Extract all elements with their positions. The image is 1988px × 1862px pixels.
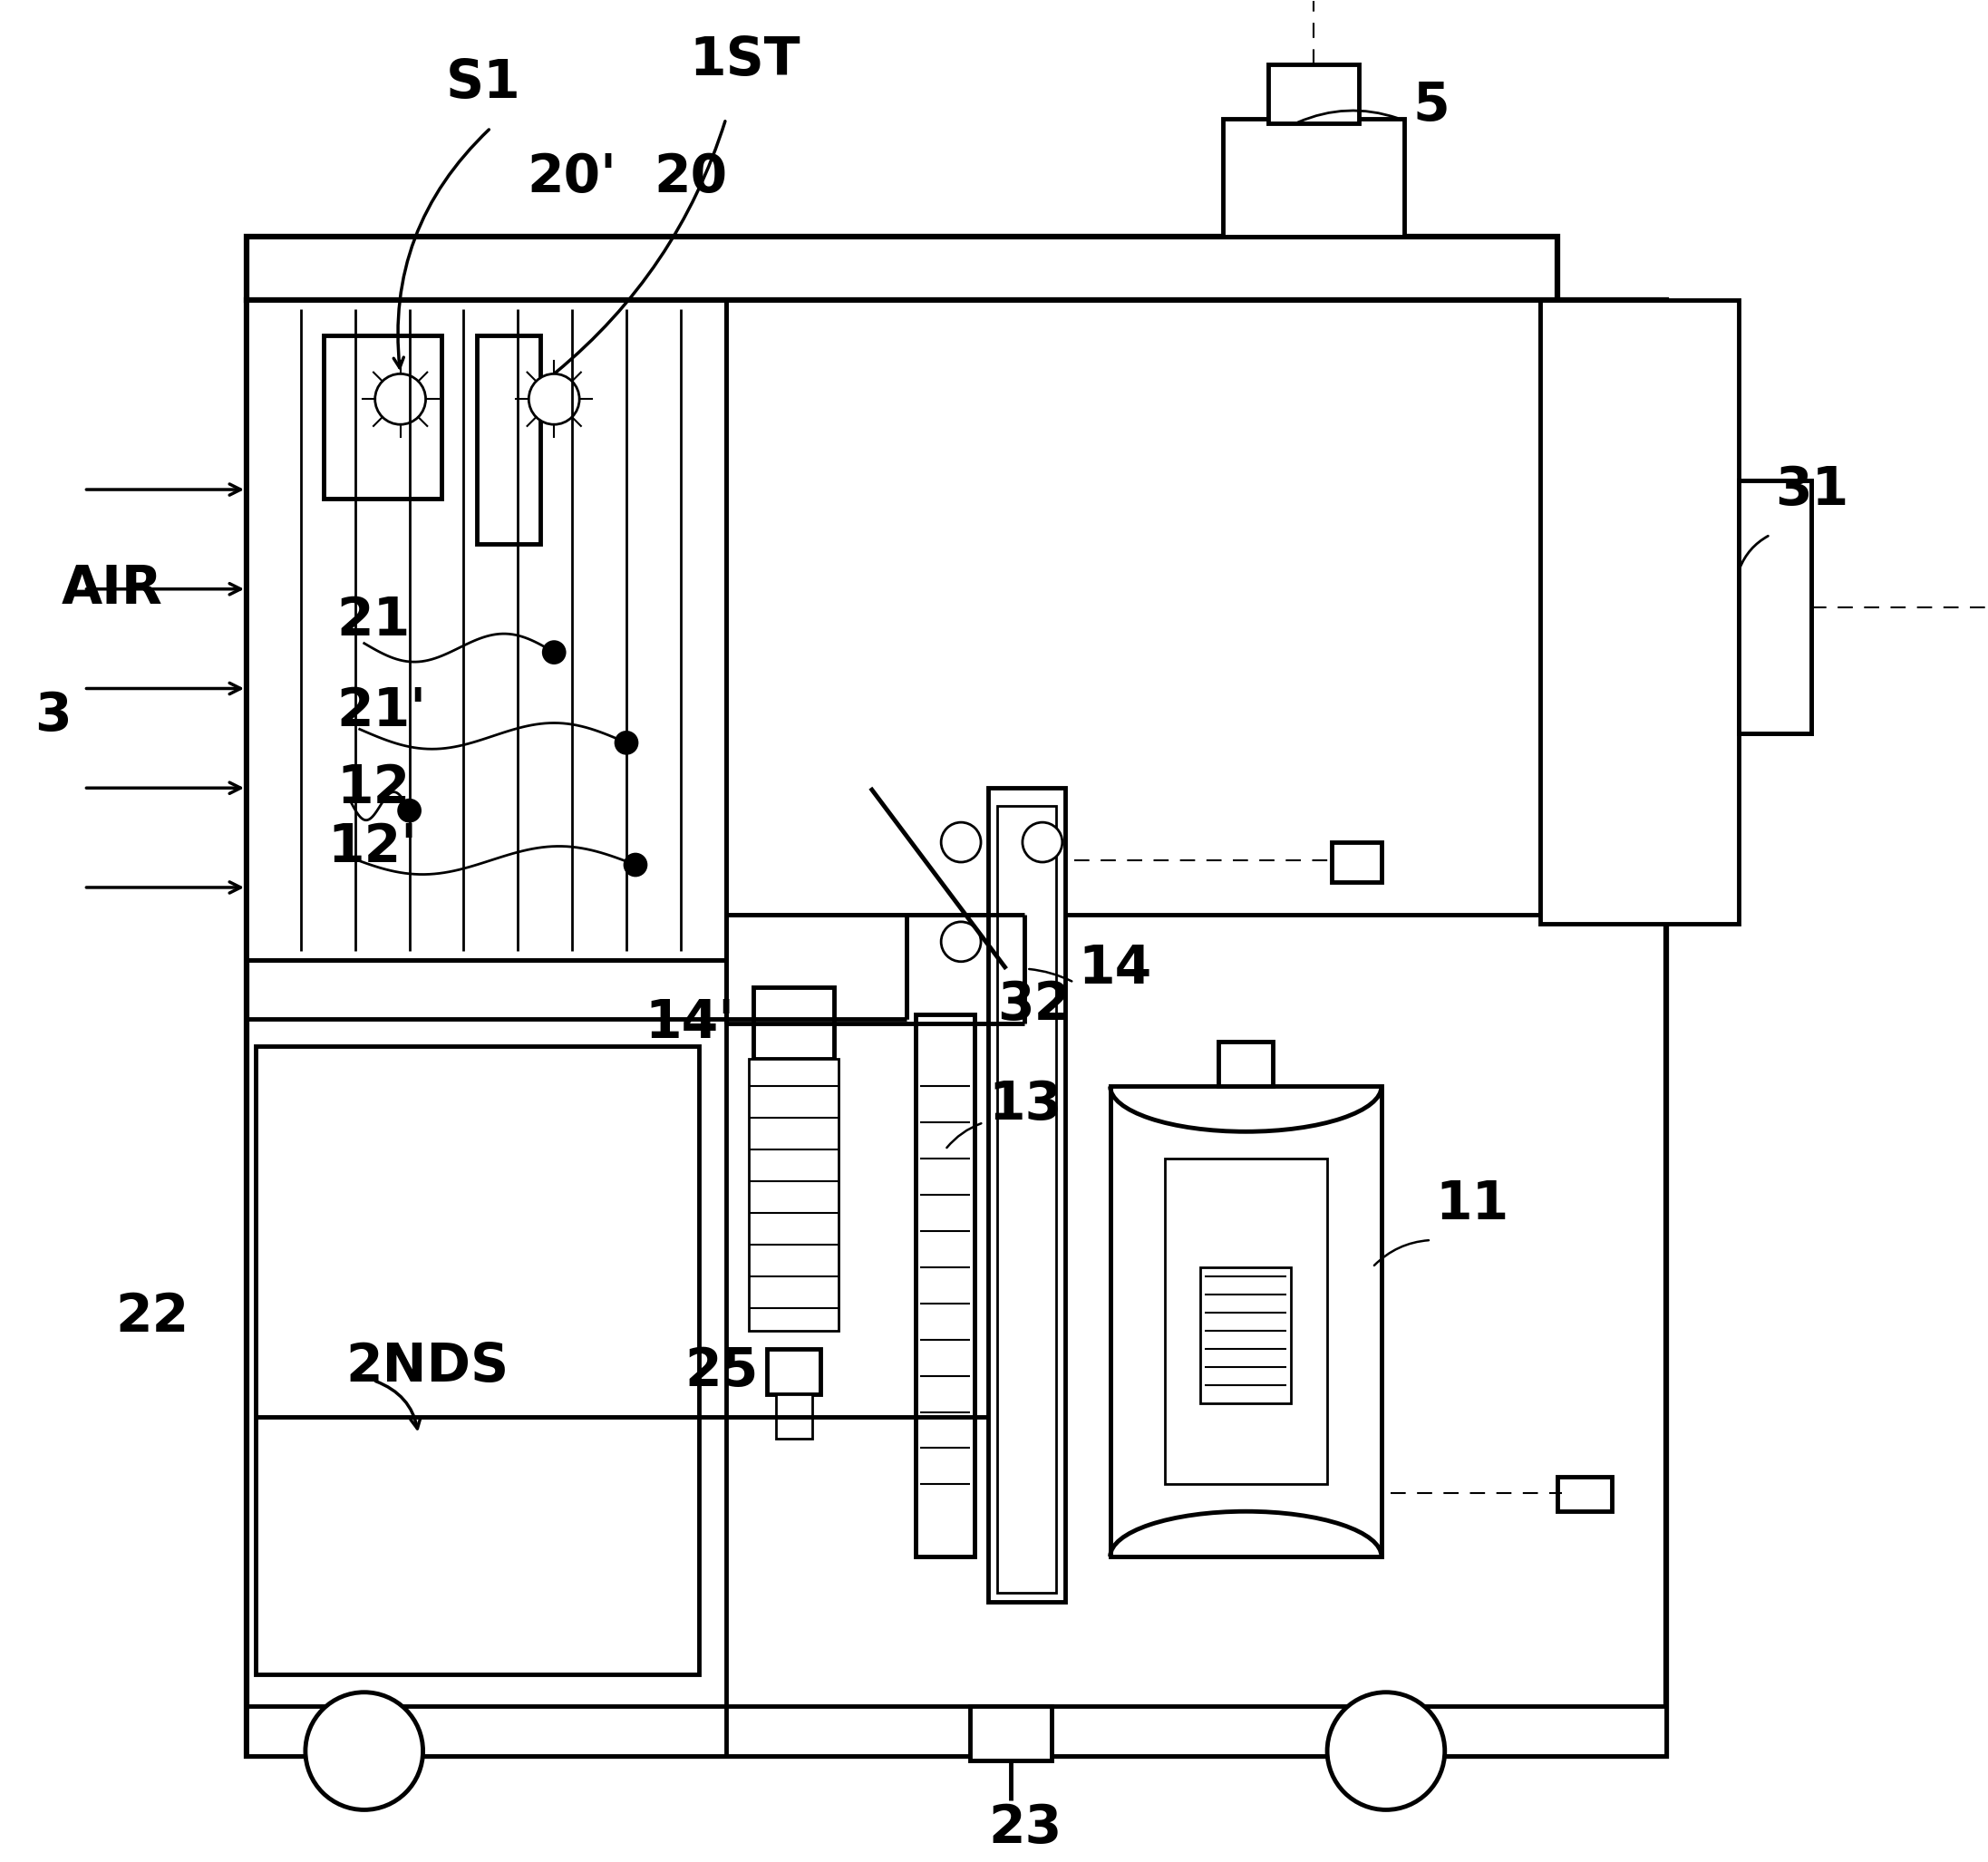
Text: 1ST: 1ST (690, 34, 801, 86)
Text: S1: S1 (445, 58, 521, 108)
Text: AIR: AIR (62, 562, 163, 614)
Bar (726, 300, 1541, 914)
Text: 11: 11 (1435, 1179, 1509, 1229)
Circle shape (529, 374, 579, 425)
Circle shape (940, 823, 980, 862)
Text: 23: 23 (988, 1802, 1062, 1855)
Bar (247, 236, 1559, 300)
Bar (749, 1059, 839, 1331)
Bar (1109, 1086, 1382, 1557)
Circle shape (543, 642, 565, 663)
Bar (1201, 1268, 1290, 1402)
Text: 2NDS: 2NDS (346, 1341, 509, 1393)
Text: 5: 5 (1413, 80, 1449, 130)
Bar (247, 1706, 1666, 1756)
Text: 12': 12' (328, 821, 417, 873)
Bar (767, 1348, 821, 1395)
Bar (1223, 119, 1404, 236)
Bar (1541, 300, 1740, 924)
Circle shape (1328, 1693, 1445, 1810)
Bar (324, 335, 441, 499)
Bar (970, 1706, 1052, 1760)
Circle shape (306, 1693, 423, 1810)
Bar (247, 300, 1666, 1756)
Bar (1332, 842, 1382, 883)
Text: 13: 13 (988, 1078, 1062, 1130)
Text: 20: 20 (654, 153, 728, 203)
Bar (1740, 480, 1811, 734)
Circle shape (616, 732, 638, 754)
Circle shape (376, 374, 425, 425)
Text: 25: 25 (686, 1346, 759, 1396)
Text: 21': 21' (338, 685, 427, 737)
Text: 14: 14 (1079, 942, 1153, 994)
Circle shape (940, 922, 980, 961)
Bar (1268, 65, 1360, 123)
Bar (998, 806, 1056, 1592)
Circle shape (1022, 823, 1062, 862)
Text: 32: 32 (998, 979, 1072, 1032)
Bar (256, 1046, 698, 1674)
Text: 20': 20' (527, 153, 616, 203)
Circle shape (398, 801, 419, 821)
Bar (916, 1015, 974, 1557)
Text: 21: 21 (338, 594, 412, 646)
Text: 31: 31 (1775, 464, 1849, 516)
Circle shape (624, 855, 646, 875)
Text: 12: 12 (338, 762, 412, 814)
Bar (1559, 1477, 1612, 1512)
Text: 22: 22 (115, 1290, 189, 1343)
Bar (1219, 1041, 1272, 1086)
Bar (1740, 480, 1811, 734)
Text: 3: 3 (34, 689, 72, 741)
Bar (753, 987, 835, 1059)
Bar (477, 335, 541, 544)
Bar (247, 300, 726, 959)
Bar (775, 1395, 811, 1439)
Bar (1165, 1158, 1328, 1484)
Text: 14': 14' (644, 998, 734, 1048)
Bar (988, 788, 1066, 1601)
